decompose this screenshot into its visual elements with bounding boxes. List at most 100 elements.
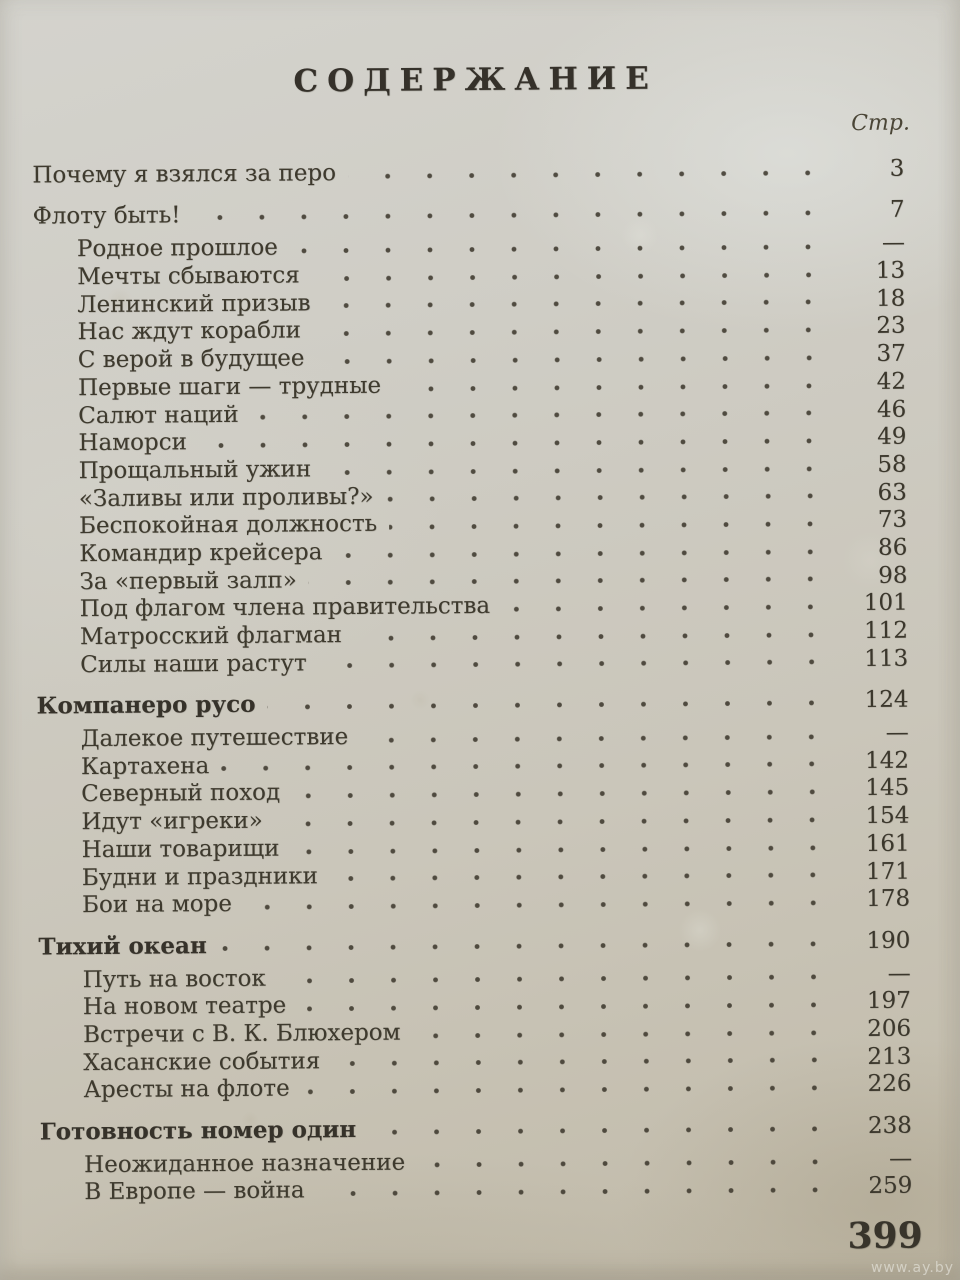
dot-leader [289,230,834,263]
toc-entry-page: 259 [868,1172,913,1200]
dot-leader [218,927,839,960]
dot-leader [301,1071,840,1104]
toc-entry-label: Командир крейсера [79,539,323,568]
dot-leader [277,960,839,993]
dot-leader [385,479,835,511]
dot-leader [323,452,835,484]
toc-entry-label: На новом театре [82,992,287,1021]
page-title: СОДЕРЖАНИЕ [293,60,658,100]
dot-leader [329,858,838,891]
toc-entry-label: Флоту быть! [32,202,181,230]
toc-entry-label: Салют наций [78,401,239,429]
toc-entry-page: 7 [889,196,905,223]
toc-entry-page: 63 [877,479,907,506]
dot-leader [312,313,834,346]
dot-leader [322,285,834,318]
dot-leader [347,156,833,188]
dot-leader [243,886,839,919]
toc-entry-page: 213 [867,1043,912,1070]
toc-entry-label: Прощальный ужин [78,456,312,485]
toc-entry-page: 238 [867,1112,912,1139]
toc-entry-label: Готовность номер один [39,1115,357,1146]
toc-entry-page: 154 [865,802,910,830]
toc-section-row: Тихий океан 190 [38,927,910,962]
toc-entry-label: «Заливы или проливы?» [78,483,374,512]
toc-entry-page: 161 [865,830,910,857]
toc-entry-label: Нас ждут корабли [77,317,301,346]
toc-entry-label: Беспокойная должность [78,511,378,540]
toc-entry-page: 142 [864,747,910,774]
book-page-number: 399 [847,1214,923,1258]
toc-entry-page: 112 [863,617,909,644]
dot-leader [332,1043,840,1076]
dot-leader [311,258,834,291]
toc-entry-page: — [885,719,909,746]
toc-entry-label: Будни и праздники [81,862,318,891]
toc-entry-label: Первые шаги — трудные [77,372,382,401]
toc-entry-label: Далекое путешествие [80,724,349,753]
dot-leader [308,562,836,595]
dot-leader [368,1112,840,1144]
toc-entry-page: 58 [877,451,907,478]
toc-entry-label: Картахена [80,752,210,780]
toc-entry-page: 197 [866,987,911,1015]
toc-entry-label: Наморси [78,429,187,457]
toc-entry-label: Матросский флагман [79,622,343,651]
page-column-header: Стр. [851,110,911,137]
dot-leader [274,803,838,836]
toc-entry-page: — [887,960,911,987]
toc-entry-label: Аресты на флоте [83,1075,290,1104]
toc-entry-label: Под флагом члена правительства [79,593,491,623]
toc-entry-row: Аресты на флоте 226 [39,1071,911,1106]
toc-list: Почему я взялся за перо 3 Флоту быть! 7 Родн… [0,155,960,1208]
toc-entry-page: 124 [864,687,909,714]
dot-leader [318,645,837,678]
dot-leader [298,988,839,1021]
toc-section-row: Готовность номер один 238 [40,1112,912,1147]
toc-entry-page: 46 [876,396,907,423]
dot-leader [291,831,838,863]
dot-leader [360,720,837,752]
toc-entry-label: Хасанские события [83,1047,321,1076]
toc-entry-label: Бои на море [81,891,232,919]
toc-entry-label: Почему я взялся за перо [32,160,337,189]
dot-leader [334,535,836,567]
toc-entry-label: Мечты сбываются [77,262,300,291]
dot-leader [353,618,837,650]
dot-leader [267,686,837,719]
toc-entry-page: 206 [867,1015,912,1042]
toc-entry-page: 73 [877,506,908,534]
toc-section-row: Почему я взялся за перо 3 [32,156,904,191]
dot-leader [292,775,838,808]
toc-section-row: Флоту быть! 7 [33,196,905,231]
toc-entry-label: Наши товарищи [81,835,280,863]
dot-leader [316,341,834,374]
toc-entry-page: 178 [866,885,911,913]
toc-entry-label: Силы наши растут [80,650,307,678]
toc-entry-page: 190 [866,927,911,954]
toc-entry-label: Неожиданное назначение [84,1149,406,1178]
toc-entry-page: 101 [863,589,908,617]
toc-section-row: Компанеро русо 124 [36,686,909,721]
toc-entry-label: Северный поход [81,780,281,808]
toc-entry-page: 23 [876,313,906,340]
toc-entry-label: Тихий океан [38,932,207,961]
toc-entry-page: 226 [867,1070,912,1098]
toc-entry-label: Компанеро русо [36,691,256,720]
toc-entry-label: Ленинский призыв [77,290,311,318]
dot-leader [192,196,833,230]
toc-entry-row: Силы наши растут 113 [36,645,908,680]
toc-entry-page: 86 [877,534,908,561]
toc-entry-page: 13 [875,257,906,284]
toc-entry-label: За «первый залп» [79,567,297,595]
toc-entry-label: Путь на восток [82,965,266,993]
toc-entry-page: 145 [865,775,910,802]
dot-leader [417,1145,841,1177]
toc-entry-label: Родное прошлое [76,234,278,263]
toc-entry-page: 42 [876,368,907,395]
dot-leader [412,1016,840,1048]
toc-entry-label: Встречи с В. К. Блюхером [82,1019,401,1049]
toc-entry-page: — [881,230,905,257]
toc-entry-page: 37 [876,340,906,368]
